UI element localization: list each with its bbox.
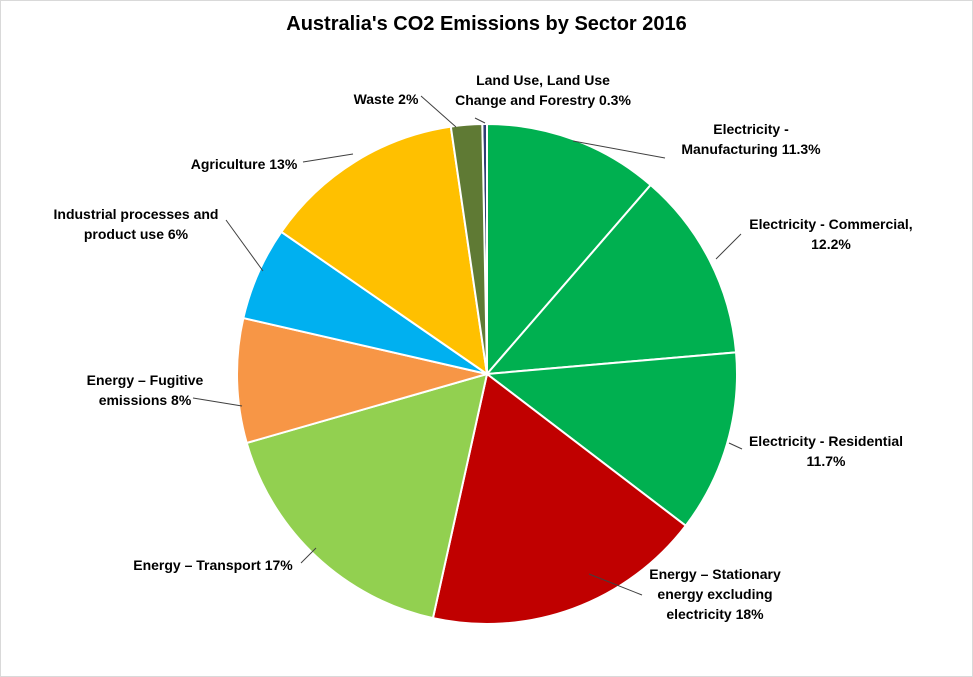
pie-slice-5 <box>245 372 489 620</box>
slice-label-5: Energy – Transport 17% <box>133 557 293 573</box>
pie-slice-8 <box>279 125 489 377</box>
leader-line-8 <box>302 153 354 163</box>
slice-label-2: Electricity - Commercial, 12.2% <box>749 216 912 252</box>
leader-line-1 <box>572 140 666 159</box>
slice-label-3: Electricity - Residential 11.7% <box>749 433 903 469</box>
leader-line-6 <box>192 397 243 407</box>
slice-label-1: Electricity -Manufacturing 11.3% <box>681 121 821 157</box>
leader-line-3 <box>728 442 743 450</box>
slice-label-4: Energy – Stationary energy excluding elect… <box>649 566 781 622</box>
pie-slice-1 <box>486 122 653 377</box>
slice-label-8: Agriculture 13% <box>191 156 298 172</box>
slice-label-6: Energy – Fugitive emissions 8% <box>87 372 204 408</box>
slice-label-9: Waste 2% <box>354 91 419 107</box>
leader-line-9 <box>420 95 457 128</box>
pie-slice-4 <box>431 372 688 625</box>
slice-label-0: Land Use, Land Use Change and Forestry 0.… <box>455 72 631 108</box>
slice-label-7: Industrial processes and product use 6% <box>54 206 219 242</box>
chart-title: Australia's CO2 Emissions by Sector 2016 <box>286 13 687 35</box>
leader-line-0 <box>474 117 486 124</box>
leader-line-2 <box>715 233 742 260</box>
leader-line-4 <box>588 573 643 596</box>
pie-slice-9 <box>449 123 488 375</box>
leader-line-7 <box>225 219 264 272</box>
pie-slice-2 <box>484 183 738 376</box>
leader-line-5 <box>300 547 317 564</box>
pie-slice-6 <box>236 316 488 445</box>
pie-slice-3 <box>484 351 738 528</box>
